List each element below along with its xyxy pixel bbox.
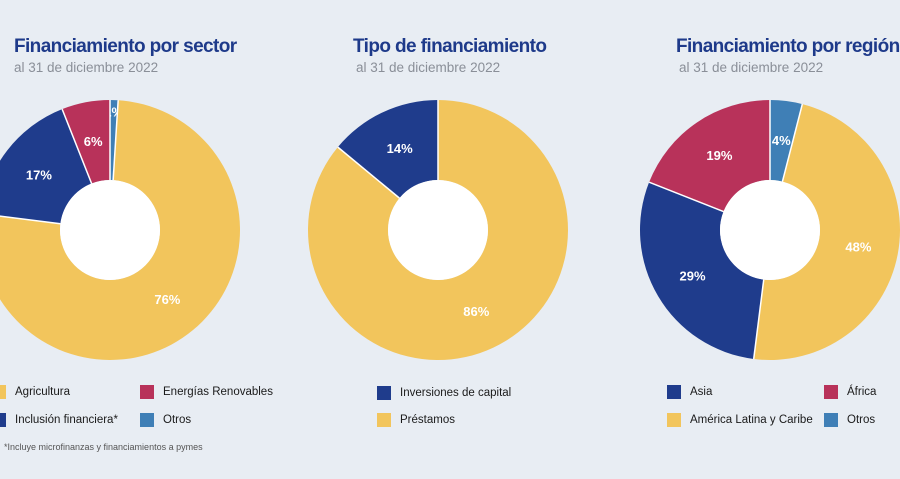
chart-title-region: Financiamiento por región <box>676 36 900 57</box>
donut-sector: 1%76%17%6% <box>0 100 240 360</box>
slice-label: 29% <box>680 268 706 283</box>
donut-region: 4% 48% 29% 19% <box>639 99 900 360</box>
chart-title-sector: Financiamiento por sector <box>14 36 237 57</box>
legend-swatch <box>667 413 681 427</box>
donut-tipo: 86% 14% <box>307 100 568 360</box>
footnote: *Incluye microfinanzas y financiamientos… <box>4 442 203 452</box>
donut-slice <box>639 182 764 359</box>
legend-label: Energías Renovables <box>163 386 273 398</box>
slice-separator <box>112 100 119 181</box>
donut-hole <box>388 180 488 280</box>
donut-slice <box>649 99 770 212</box>
donut-slice <box>0 100 240 360</box>
slice-separator <box>781 103 804 182</box>
legend-swatch <box>377 413 391 427</box>
slice-label: 4% <box>772 133 791 148</box>
slice-label: 19% <box>706 148 732 163</box>
legend-item: Inclusión financiera* <box>0 413 118 427</box>
slice-label: 6% <box>84 134 103 149</box>
legend-label: Inclusión financiera* <box>15 414 118 426</box>
slice-label: 76% <box>154 292 180 307</box>
slice-separator <box>0 215 61 225</box>
donut-slice <box>770 100 803 182</box>
legend-swatch <box>824 413 838 427</box>
legend-item: Inversiones de capital <box>377 386 511 400</box>
slice-label: 17% <box>26 167 52 182</box>
legend-label: Otros <box>847 414 876 426</box>
legend-swatch <box>140 385 154 399</box>
donut-slice <box>0 109 92 224</box>
slice-separator <box>337 146 400 199</box>
slice-label: 14% <box>387 141 413 156</box>
legend-item: África <box>824 385 876 399</box>
legend-swatch <box>140 413 154 427</box>
slice-label: 48% <box>845 239 871 254</box>
legend-item: Otros <box>824 413 875 427</box>
legend-label: Agricultura <box>15 386 70 398</box>
legend-swatch <box>0 413 6 427</box>
legend-item: Agricultura <box>0 385 70 399</box>
slice-separator <box>648 181 724 213</box>
legend-label: Asia <box>690 386 713 398</box>
legend-label: América Latina y Caribe <box>690 414 813 426</box>
legend-label: Inversiones de capital <box>400 387 512 399</box>
legend-swatch <box>667 385 681 399</box>
donut-slice <box>307 100 568 360</box>
legend-swatch <box>824 385 838 399</box>
legend-swatch <box>0 385 6 399</box>
legend-item: Otros <box>140 413 191 427</box>
legend-label: Préstamos <box>400 414 455 426</box>
donut-hole <box>60 180 160 280</box>
donut-slice <box>62 100 110 184</box>
donut-hole <box>720 180 820 280</box>
chart-title-tipo: Tipo de financiamiento <box>353 36 547 57</box>
legend-item: Préstamos <box>377 413 455 427</box>
chart-subtitle-region: al 31 de diciembre 2022 <box>679 60 824 75</box>
chart-subtitle-tipo: al 31 de diciembre 2022 <box>356 60 501 75</box>
legend-label: África <box>847 386 877 398</box>
donut-slice <box>337 100 438 199</box>
legend-item: Asia <box>667 385 712 399</box>
slice-separator <box>61 108 93 184</box>
legend-item: Energías Renovables <box>140 385 273 399</box>
donut-slice <box>753 104 900 360</box>
legend-label: Otros <box>163 414 192 426</box>
slice-separator <box>752 279 765 360</box>
chart-subtitle-sector: al 31 de diciembre 2022 <box>14 60 159 75</box>
legend-swatch <box>377 386 391 400</box>
legend-item: América Latina y Caribe <box>667 413 813 427</box>
slice-label: 86% <box>463 304 489 319</box>
